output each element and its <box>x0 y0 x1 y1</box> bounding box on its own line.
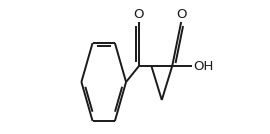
Text: O: O <box>134 8 144 21</box>
Text: OH: OH <box>193 59 214 72</box>
Text: O: O <box>176 8 186 21</box>
